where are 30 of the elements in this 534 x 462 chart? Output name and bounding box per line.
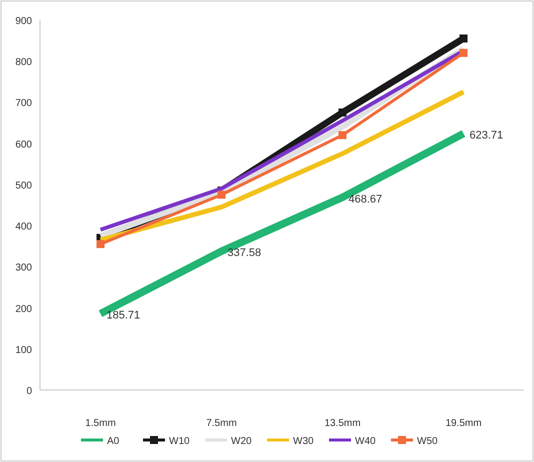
data-label: 185.71 [106, 310, 140, 322]
data-label: 623.71 [470, 130, 504, 142]
legend-label: W30 [293, 436, 314, 447]
y-tick-label: 400 [15, 222, 32, 233]
y-tick-label: 900 [15, 16, 32, 27]
point [218, 190, 226, 199]
point [460, 34, 468, 42]
point [338, 108, 346, 116]
point [338, 131, 346, 140]
y-tick-label: 100 [15, 344, 32, 356]
y-tick-label: 300 [15, 262, 32, 274]
y-tick-label: 500 [15, 180, 32, 192]
legend-label: W20 [231, 436, 252, 447]
x-tick-label: 19.5mm [445, 418, 482, 429]
x-tick-label: 13.5mm [324, 418, 361, 429]
data-label: 337.58 [228, 247, 262, 260]
legend-label: A0 [107, 436, 120, 447]
y-tick-label: 700 [15, 98, 32, 110]
legend-label: W40 [355, 436, 376, 447]
y-tick-label: 600 [15, 139, 32, 150]
legend-label: W10 [169, 436, 190, 447]
legend-label: W50 [417, 436, 438, 447]
y-tick-label: 200 [15, 304, 32, 315]
data-label: 468.67 [348, 193, 382, 206]
x-tick-label: 7.5mm [206, 418, 237, 429]
x-tick-label: 1.5mm [85, 418, 116, 429]
y-tick-label: 800 [15, 57, 32, 68]
point [96, 240, 104, 248]
y-tick-label: 0 [26, 386, 32, 397]
point [460, 48, 468, 57]
